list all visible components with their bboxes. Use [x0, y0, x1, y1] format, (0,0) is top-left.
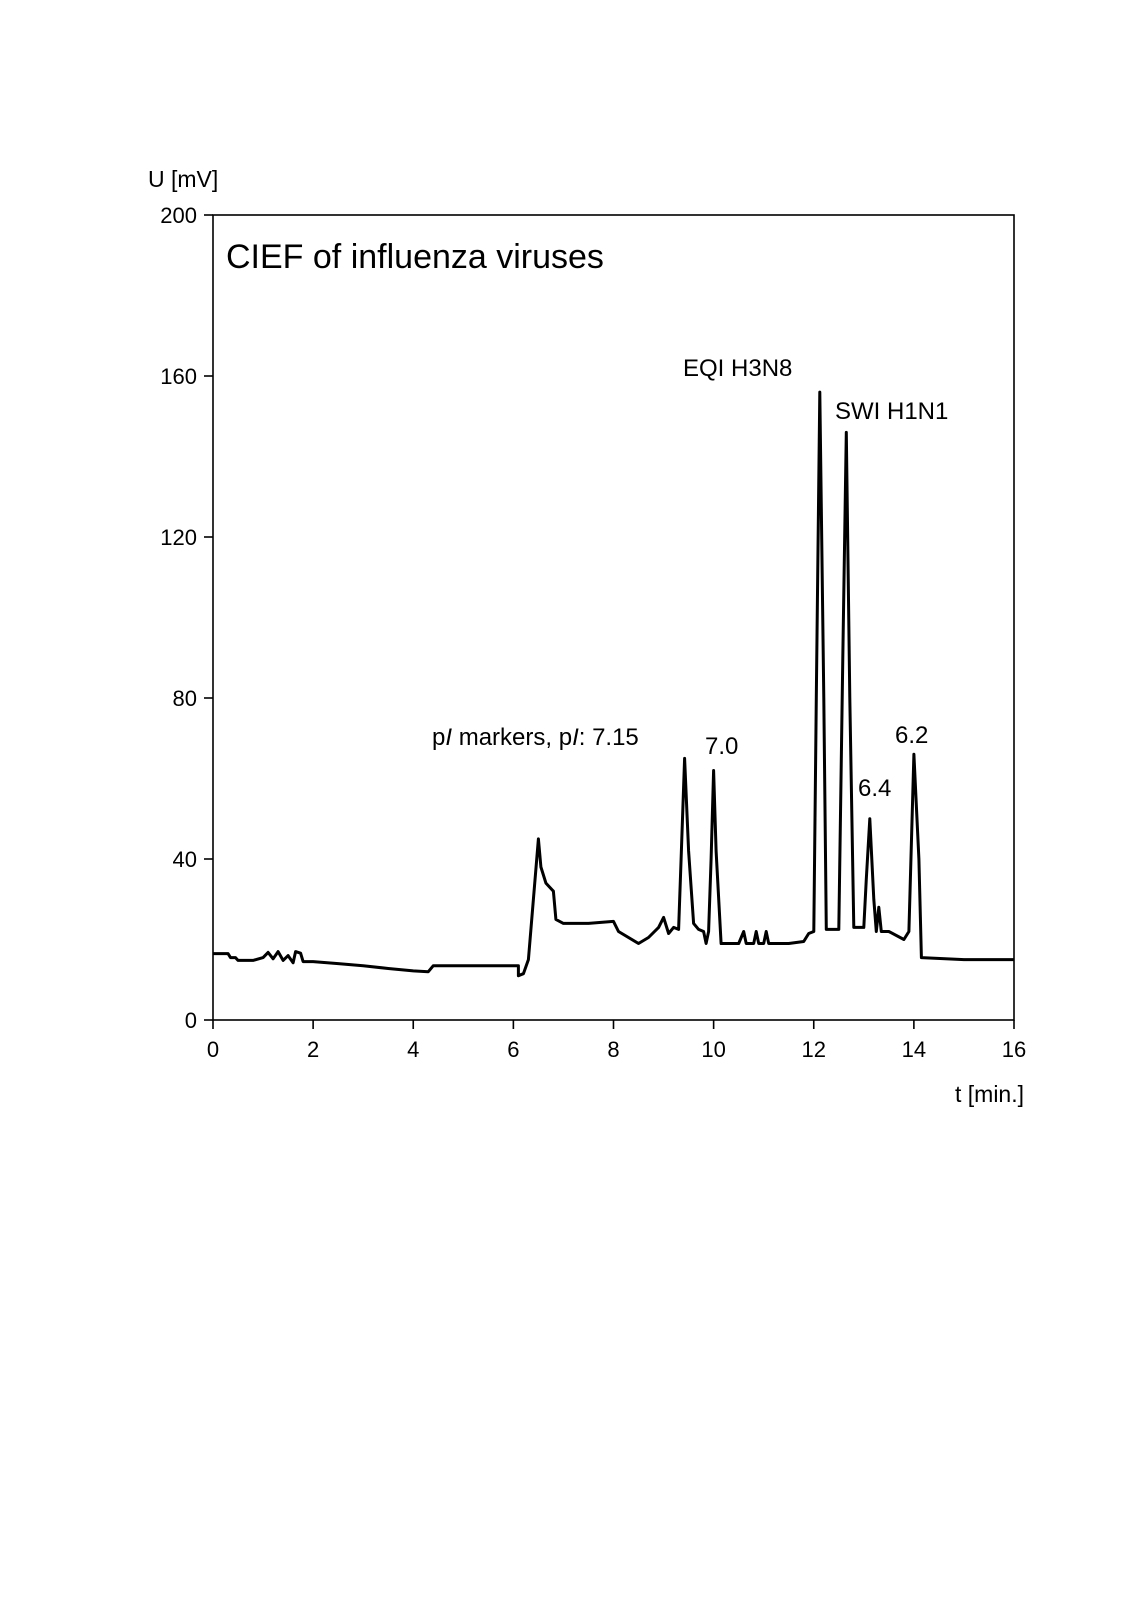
y-axis-label: U [mV] — [148, 166, 218, 192]
annotation-pi-6-4: 6.4 — [858, 775, 891, 802]
y-tick-label: 160 — [160, 364, 197, 389]
annotation-pi-7-0: 7.0 — [705, 733, 738, 760]
x-axis-label: t [min.] — [955, 1081, 1024, 1107]
x-tick-label: 16 — [1002, 1037, 1026, 1062]
x-tick-label: 4 — [407, 1037, 419, 1062]
annotation-swi-h1n1: SWI H1N1 — [835, 398, 948, 425]
x-tick-label: 2 — [307, 1037, 319, 1062]
x-axis-ticks: 0 2 4 6 8 10 12 14 16 — [207, 1020, 1026, 1062]
x-tick-label: 10 — [701, 1037, 725, 1062]
y-tick-label: 200 — [160, 203, 197, 228]
y-tick-label: 0 — [185, 1008, 197, 1033]
x-tick-label: 8 — [607, 1037, 619, 1062]
annotation-pi-6-2: 6.2 — [895, 722, 928, 749]
x-tick-label: 14 — [902, 1037, 926, 1062]
chart-title: CIEF of influenza viruses — [226, 238, 604, 276]
annotation-pi-markers: pI markers, pI: 7.15 — [432, 724, 639, 751]
y-tick-label: 40 — [173, 847, 197, 872]
x-tick-label: 12 — [802, 1037, 826, 1062]
x-tick-label: 6 — [507, 1037, 519, 1062]
x-tick-label: 0 — [207, 1037, 219, 1062]
y-axis-ticks: 0 40 80 120 160 200 — [160, 203, 213, 1033]
y-tick-label: 120 — [160, 525, 197, 550]
series-line — [213, 390, 1014, 978]
annotation-eqi-h3n8: EQI H3N8 — [683, 355, 792, 382]
plot-frame — [212, 214, 1015, 1021]
y-tick-label: 80 — [173, 686, 197, 711]
